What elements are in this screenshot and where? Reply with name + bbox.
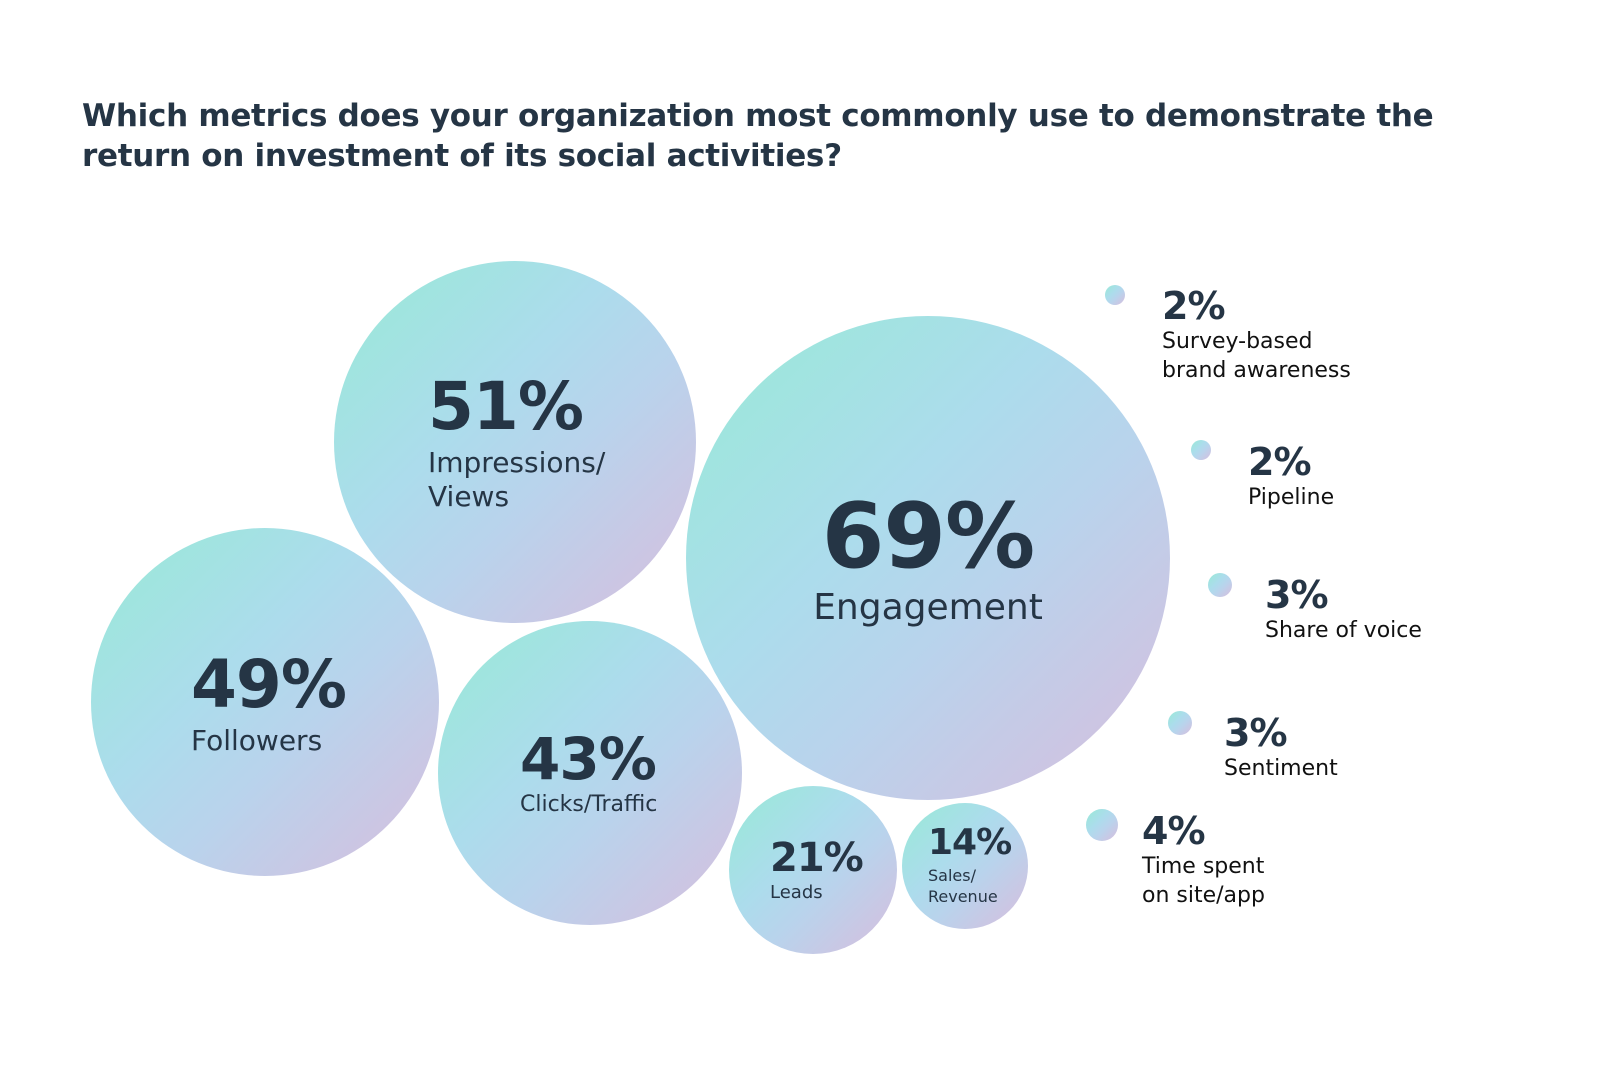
- bubble-label: 21% Leads: [770, 835, 864, 904]
- category-label: Clicks/Traffic: [520, 792, 658, 817]
- bubble-engagement: [686, 316, 1170, 800]
- category-label: Revenue: [928, 887, 998, 906]
- category-label: Pipeline: [1248, 485, 1335, 510]
- bubble-label: 3% Sentiment: [1224, 714, 1338, 783]
- bubble-followers: [91, 528, 439, 876]
- category-label: Sentiment: [1224, 756, 1338, 781]
- category-label: Survey-based: [1162, 329, 1313, 354]
- bubble-clicks-traffic: [438, 621, 742, 925]
- category-label: Leads: [770, 882, 823, 903]
- value-label: 69%: [821, 484, 1035, 589]
- value-label: 51%: [428, 368, 584, 445]
- value-label: 4%: [1142, 809, 1206, 853]
- value-label: 3%: [1224, 711, 1288, 755]
- bubble-leads: [729, 786, 897, 954]
- bubble-time-spent-on-site-app: [1086, 809, 1118, 841]
- bubble-sales-revenue: [902, 803, 1028, 929]
- category-label: Followers: [191, 724, 323, 757]
- bubble-impressions-views: [334, 261, 696, 623]
- category-label: Impressions/: [428, 446, 606, 479]
- value-label: 14%: [928, 822, 1012, 863]
- category-label: Sales/: [928, 866, 976, 885]
- category-label: Share of voice: [1265, 618, 1422, 643]
- bubble-label: 2% Survey-based brand awareness: [1162, 287, 1351, 385]
- value-label: 3%: [1265, 573, 1329, 617]
- category-label: Engagement: [813, 587, 1043, 628]
- bubble-label: 51% Impressions/Views: [428, 374, 605, 514]
- bubble-sentiment: [1168, 711, 1192, 735]
- chart-title: Which metrics does your organization mos…: [82, 98, 1434, 174]
- value-label: 2%: [1248, 440, 1312, 484]
- bubble-label: 3% Share of voice: [1265, 576, 1422, 645]
- value-label: 2%: [1162, 284, 1226, 328]
- bubble-label: 4% Time spent on site/app: [1142, 812, 1265, 910]
- bubble-share-of-voice: [1208, 573, 1232, 597]
- bubble-pipeline: [1191, 440, 1211, 460]
- bubble-label: 2% Pipeline: [1248, 443, 1334, 512]
- value-label: 21%: [770, 835, 864, 881]
- category-label: Views: [428, 480, 510, 513]
- category-label: brand awareness: [1162, 358, 1351, 383]
- bubble-label: 49% Followers: [191, 646, 347, 758]
- category-label: on site/app: [1142, 883, 1265, 908]
- value-label: 49%: [191, 646, 347, 723]
- bubble-survey-based-brand-awareness: [1105, 285, 1125, 305]
- bubble-label: 43% Clicks/Traffic: [520, 730, 657, 818]
- bubble-label: 69% Engagement: [728, 492, 1128, 629]
- value-label: 43%: [520, 725, 657, 793]
- category-label: Time spent: [1142, 854, 1265, 879]
- bubble-label: 14% Sales/Revenue: [928, 822, 1012, 907]
